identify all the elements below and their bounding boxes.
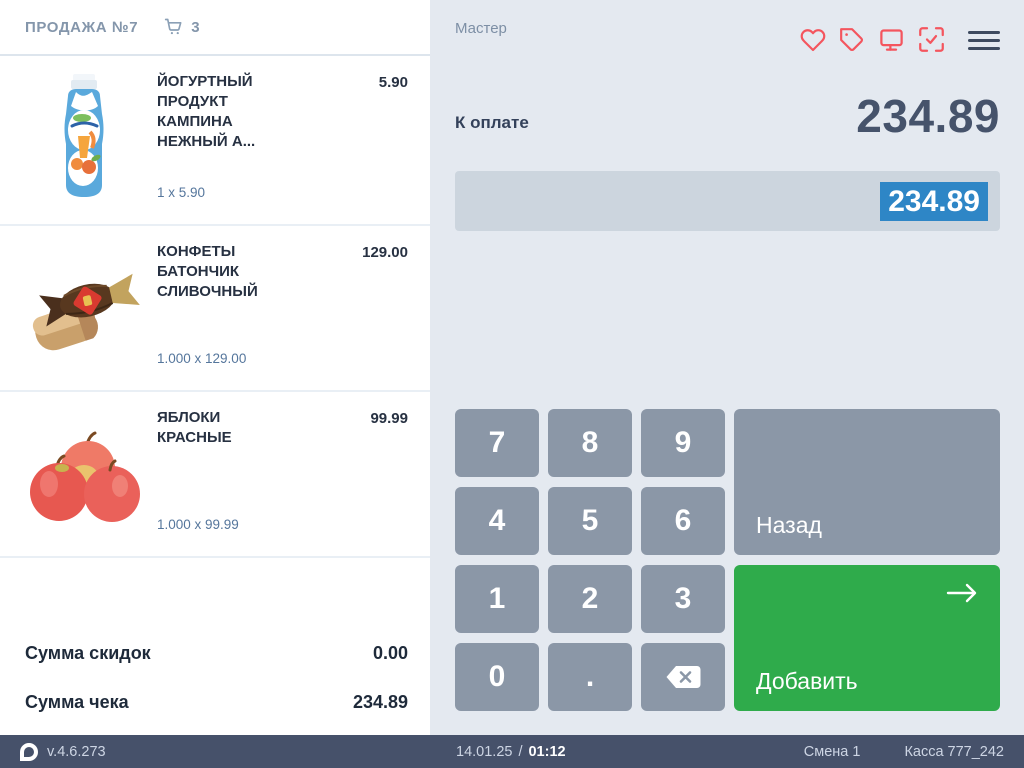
key-3[interactable]: 3 xyxy=(641,565,725,633)
product-image-candy xyxy=(25,242,143,366)
pay-amount: 234.89 xyxy=(856,90,1000,142)
payment-header: Мастер xyxy=(455,0,1000,53)
amount-input[interactable]: 234.89 xyxy=(455,171,1000,231)
receipt-total-value: 234.89 xyxy=(352,692,408,712)
amount-input-value: 234.89 xyxy=(880,181,988,221)
sale-title: ПРОДАЖА №7 xyxy=(25,18,139,36)
item-quantity: 1.000 x 99.99 xyxy=(157,517,239,532)
cart-count: 3 xyxy=(191,18,200,36)
payment-panel: Мастер xyxy=(430,0,1024,735)
key-9[interactable]: 9 xyxy=(641,409,725,477)
item-details: КОНФЕТЫ БАТОНЧИК СЛИВОЧНЫЙ 1.000 x 129.0… xyxy=(143,242,328,366)
app-version: v.4.6.273 xyxy=(47,743,106,760)
product-image-apples xyxy=(25,408,143,532)
receipt-total-label: Сумма чека xyxy=(25,692,129,712)
key-6[interactable]: 6 xyxy=(641,487,725,555)
cart-indicator[interactable]: 3 xyxy=(164,17,200,37)
key-4[interactable]: 4 xyxy=(455,487,539,555)
sale-header: ПРОДАЖА №7 3 xyxy=(0,0,430,56)
register-label: Касса 777_242 xyxy=(904,743,1004,760)
add-button[interactable]: Добавить xyxy=(734,565,1000,711)
item-details: ЯБЛОКИ КРАСНЫЕ 1.000 x 99.99 xyxy=(143,408,328,532)
status-left: v.4.6.273 xyxy=(0,742,106,761)
status-right: Смена 1 Касса 777_242 xyxy=(804,744,1024,760)
cashier-name: Мастер xyxy=(455,20,507,37)
status-date: 14.01.25 xyxy=(456,743,513,760)
item-quantity: 1 x 5.90 xyxy=(157,185,206,200)
cart-icon xyxy=(164,17,184,37)
item-price: 5.90 xyxy=(378,74,408,91)
item-name: ЙОГУРТНЫЙ ПРОДУКТ КАМПИНА НЕЖНЫЙ А... xyxy=(157,73,256,150)
pay-label: К оплате xyxy=(455,113,529,132)
add-button-label: Добавить xyxy=(756,668,858,694)
discount-total-label: Сумма скидок xyxy=(25,643,151,663)
item-details: ЙОГУРТНЫЙ ПРОДУКТ КАМПИНА НЕЖНЫЙ А... 1 … xyxy=(143,72,328,200)
receipt-item[interactable]: ЯБЛОКИ КРАСНЫЕ 1.000 x 99.99 99.99 xyxy=(0,392,430,558)
backspace-icon xyxy=(664,664,702,690)
pay-row: К оплате 234.89 xyxy=(455,93,1000,139)
receipt-item[interactable]: КОНФЕТЫ БАТОНЧИК СЛИВОЧНЫЙ 1.000 x 129.0… xyxy=(0,226,430,392)
toolbar xyxy=(800,18,1000,53)
status-datetime: 14.01.25 / 01:12 xyxy=(456,744,566,760)
item-quantity: 1.000 x 129.00 xyxy=(157,351,247,366)
back-button[interactable]: Назад xyxy=(734,409,1000,555)
receipt-totals: Сумма скидок 0.00 Сумма чека 234.89 xyxy=(0,643,430,735)
item-name: ЯБЛОКИ КРАСНЫЕ xyxy=(157,409,232,446)
key-0[interactable]: 0 xyxy=(455,643,539,711)
status-bar: v.4.6.273 14.01.25 / 01:12 Смена 1 Касса… xyxy=(0,735,1024,768)
key-8[interactable]: 8 xyxy=(548,409,632,477)
backspace-key[interactable] xyxy=(641,643,725,711)
discount-total-value: 0.00 xyxy=(372,643,408,663)
item-price: 129.00 xyxy=(362,244,408,261)
arrow-right-icon xyxy=(944,581,980,605)
app-logo-icon xyxy=(20,742,38,761)
key-2[interactable]: 2 xyxy=(548,565,632,633)
key-dot[interactable]: . xyxy=(548,643,632,711)
key-7[interactable]: 7 xyxy=(455,409,539,477)
display-icon[interactable] xyxy=(878,26,905,53)
receipt-panel: ПРОДАЖА №7 3 xyxy=(0,0,430,735)
tag-icon[interactable] xyxy=(839,27,865,53)
receipt-item[interactable]: ЙОГУРТНЫЙ ПРОДУКТ КАМПИНА НЕЖНЫЙ А... 1 … xyxy=(0,56,430,226)
product-image-yogurt xyxy=(25,72,143,200)
key-5[interactable]: 5 xyxy=(548,487,632,555)
heart-icon[interactable] xyxy=(800,27,826,53)
main-area: ПРОДАЖА №7 3 xyxy=(0,0,1024,735)
numeric-keypad: 7 8 9 Назад 4 5 6 1 2 3 Добавить xyxy=(455,409,1000,711)
scan-check-icon[interactable] xyxy=(918,26,945,53)
key-1[interactable]: 1 xyxy=(455,565,539,633)
status-separator: / xyxy=(518,743,523,760)
item-name: КОНФЕТЫ БАТОНЧИК СЛИВОЧНЫЙ xyxy=(157,243,258,300)
shift-label: Смена 1 xyxy=(803,743,861,760)
status-time: 01:12 xyxy=(528,743,566,760)
receipt-total-row: Сумма чека 234.89 xyxy=(25,692,408,713)
menu-icon[interactable] xyxy=(968,30,1000,50)
discount-total-row: Сумма скидок 0.00 xyxy=(25,643,408,664)
item-price: 99.99 xyxy=(370,410,408,427)
